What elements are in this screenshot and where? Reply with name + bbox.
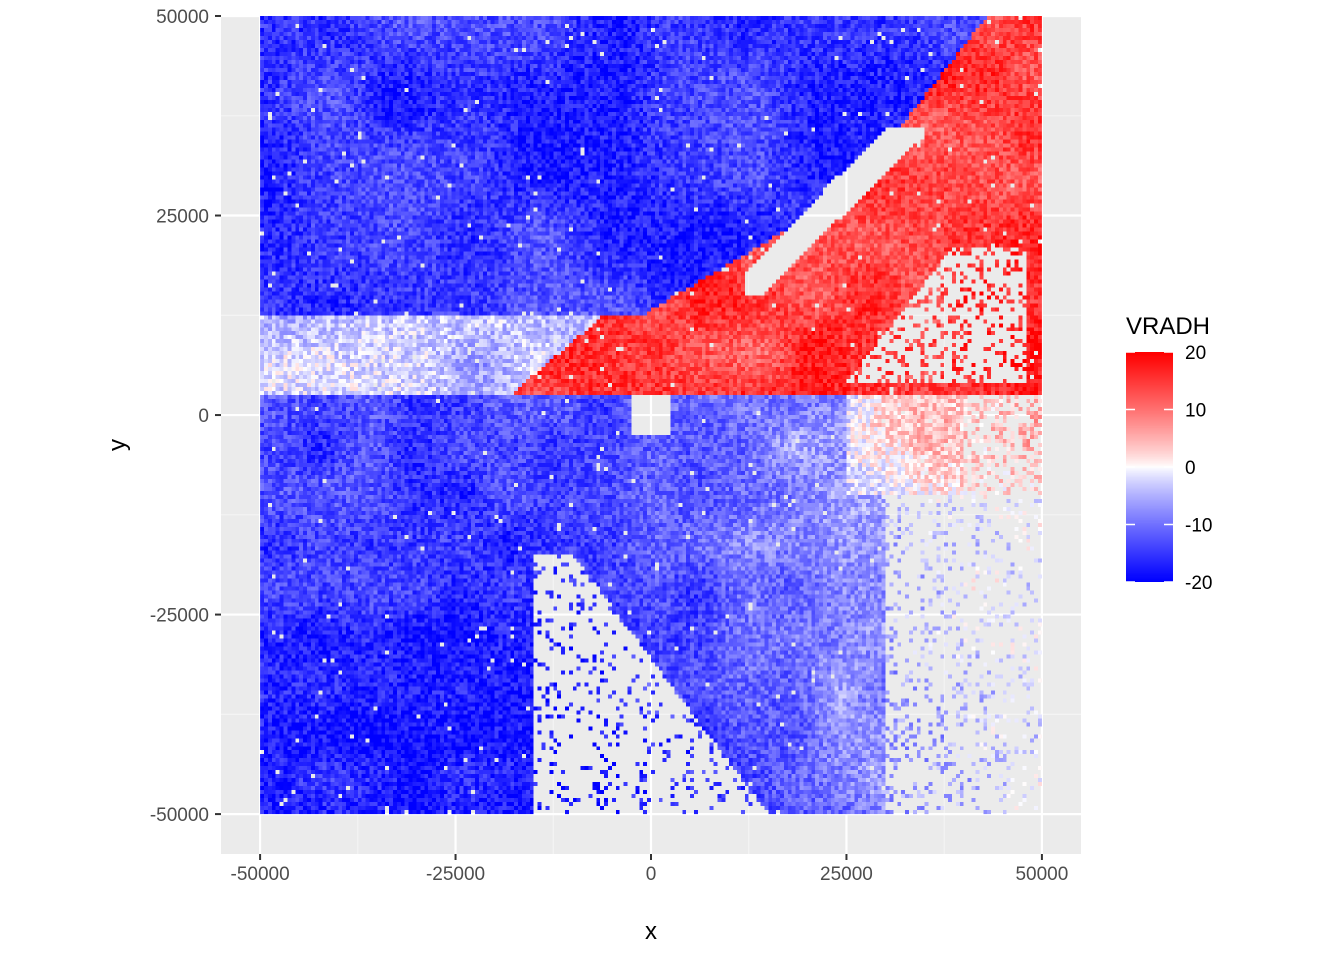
x-tick-label: -25000 [426,864,485,885]
heatmap-cells [260,16,1042,815]
y-axis: -50000 -25000 0 25000 50000 [150,7,221,826]
legend-label: -10 [1185,516,1212,537]
y-tick-label: 25000 [156,207,209,228]
legend-title: VRADH [1126,313,1210,340]
legend-label: 10 [1185,401,1206,422]
y-tick-label: -50000 [150,805,209,826]
heatmap-raster [260,16,1042,815]
y-axis-title: y [104,439,131,451]
y-tick-label: 50000 [156,7,209,28]
legend-label: 20 [1185,343,1206,364]
legend-label: 0 [1185,458,1196,479]
legend-ticks: 20 10 0 -10 -20 [1126,343,1212,594]
y-tick-label: 0 [198,406,209,427]
x-tick-label: 25000 [820,864,873,885]
y-tick-label: -25000 [150,606,209,627]
legend: VRADH 20 10 0 -10 -20 [1126,313,1212,594]
x-tick-label: -50000 [231,864,290,885]
legend-label: -20 [1185,573,1212,594]
x-axis-title: x [645,918,657,945]
x-tick-label: 0 [646,864,657,885]
x-tick-label: 50000 [1015,864,1068,885]
x-axis: -50000 -25000 0 25000 50000 [231,854,1068,885]
